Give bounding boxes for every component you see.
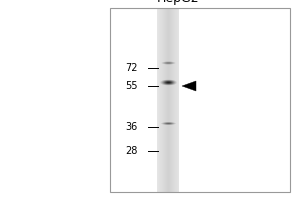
Text: 36: 36 <box>126 122 138 132</box>
Text: HepG2: HepG2 <box>157 0 199 5</box>
Bar <box>110 8 290 192</box>
Text: 72: 72 <box>125 63 138 73</box>
Text: 55: 55 <box>125 81 138 91</box>
Text: 28: 28 <box>126 146 138 156</box>
Polygon shape <box>182 81 196 91</box>
